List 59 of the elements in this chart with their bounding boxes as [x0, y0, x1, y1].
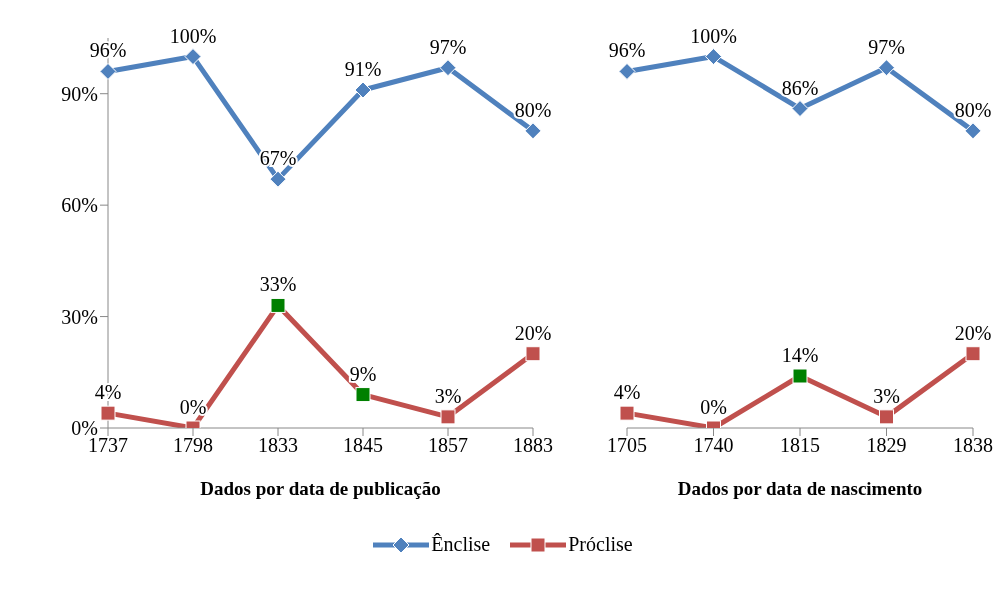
- point: [100, 405, 116, 421]
- data-label: 80%: [514, 98, 552, 121]
- data-label: 97%: [429, 35, 467, 58]
- point: [355, 387, 371, 403]
- point: [440, 409, 456, 425]
- data-label: 3%: [873, 384, 900, 407]
- y-tick-label: 60%: [61, 194, 98, 217]
- x-tick-label: 1845: [343, 434, 383, 457]
- data-label: 0%: [700, 396, 727, 418]
- data-label: 4%: [613, 381, 641, 404]
- data-label: 3%: [434, 384, 462, 407]
- legend-label: Ênclise: [431, 533, 491, 556]
- point: [619, 405, 635, 421]
- point: [525, 346, 541, 362]
- point: [879, 409, 894, 425]
- x-tick-label: 1829: [866, 434, 907, 457]
- data-label: 97%: [868, 35, 905, 58]
- data-label: 100%: [690, 24, 737, 47]
- data-label: 33%: [259, 273, 297, 296]
- point: [705, 48, 722, 66]
- point: [791, 100, 809, 118]
- data-label: 4%: [94, 381, 122, 404]
- point: [270, 297, 286, 313]
- data-label: 96%: [89, 39, 127, 62]
- x-tick-label: 1838: [953, 434, 993, 457]
- point: [269, 170, 287, 188]
- data-label: 80%: [954, 98, 992, 121]
- legend-label: Próclise: [568, 533, 633, 556]
- point: [878, 59, 895, 77]
- x-tick-label: 1798: [173, 434, 213, 457]
- data-label: 86%: [781, 76, 819, 99]
- y-tick-label: 90%: [61, 82, 98, 105]
- x-tick-label: 1833: [258, 434, 298, 457]
- x-tick-label: 1705: [607, 434, 647, 457]
- x-tick-label: 1815: [780, 434, 820, 457]
- x-tick-label: 1883: [513, 434, 553, 457]
- point: [524, 122, 542, 140]
- point: [354, 81, 372, 99]
- x-tick-label: 1740: [693, 434, 734, 457]
- point: [439, 59, 457, 77]
- data-label: 20%: [954, 321, 992, 344]
- y-tick-label: 30%: [61, 305, 98, 328]
- data-label: 91%: [344, 58, 382, 80]
- data-label: 100%: [169, 24, 217, 47]
- data-label: 20%: [514, 321, 552, 344]
- point: [184, 48, 202, 66]
- x-axis-title: Dados por data de publicação: [200, 478, 441, 499]
- point: [964, 122, 982, 140]
- point: [99, 62, 117, 80]
- x-tick-label: 1857: [428, 434, 468, 457]
- point: [965, 346, 981, 362]
- point: [792, 368, 808, 384]
- data-label: 96%: [608, 39, 646, 62]
- data-label: 0%: [179, 396, 207, 418]
- data-label: 9%: [349, 362, 377, 385]
- point: [618, 62, 636, 80]
- x-axis-title: Dados por data de nascimento: [677, 478, 923, 499]
- x-tick-label: 1737: [88, 434, 128, 457]
- data-label: 14%: [781, 344, 819, 366]
